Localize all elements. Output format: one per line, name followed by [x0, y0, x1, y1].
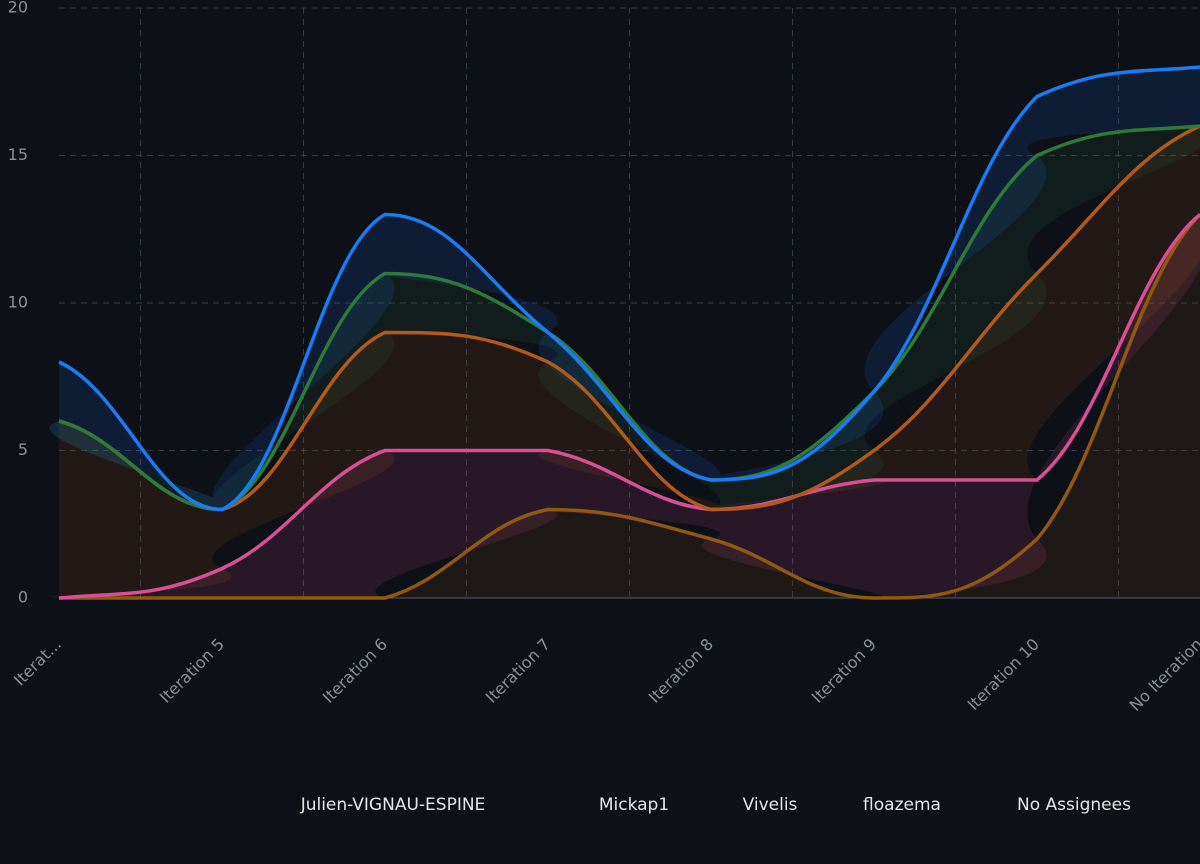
area: [49, 214, 1200, 599]
y-tick-label: 15: [8, 145, 28, 164]
legend-entry: Mickap1: [599, 795, 669, 815]
area: [49, 67, 1200, 510]
series-line: [58, 124, 1200, 512]
x-tick-label: Iteration 6: [319, 635, 391, 707]
legend-entry: Julien-VIGNAU-ESPINE: [300, 795, 486, 815]
series-line: [58, 213, 1200, 600]
y-tick-label: 0: [18, 588, 28, 607]
x-tick-label: Iterat...: [10, 635, 65, 690]
area: [49, 214, 1200, 599]
legend-entry: No Assignees: [1017, 795, 1131, 815]
y-tick-label: 10: [8, 293, 28, 312]
series-line: [58, 124, 1200, 512]
legend-entry: floazema: [863, 795, 941, 815]
x-tick-label: Iteration 5: [156, 635, 228, 707]
area: [49, 126, 1200, 510]
y-tick-label: 20: [8, 0, 28, 17]
x-tick-label: Iteration 8: [645, 635, 717, 707]
x-tick-label: Iteration 10: [964, 635, 1043, 714]
y-tick-label: 5: [18, 440, 28, 459]
x-tick-label: Iteration 7: [482, 635, 554, 707]
series-line: [59, 213, 1200, 600]
x-tick-label: Iteration 9: [808, 635, 880, 707]
x-tick-label: No Iteration: [1126, 635, 1200, 715]
legend-entry: Vivelis: [743, 795, 798, 815]
series-line: [58, 65, 1200, 512]
